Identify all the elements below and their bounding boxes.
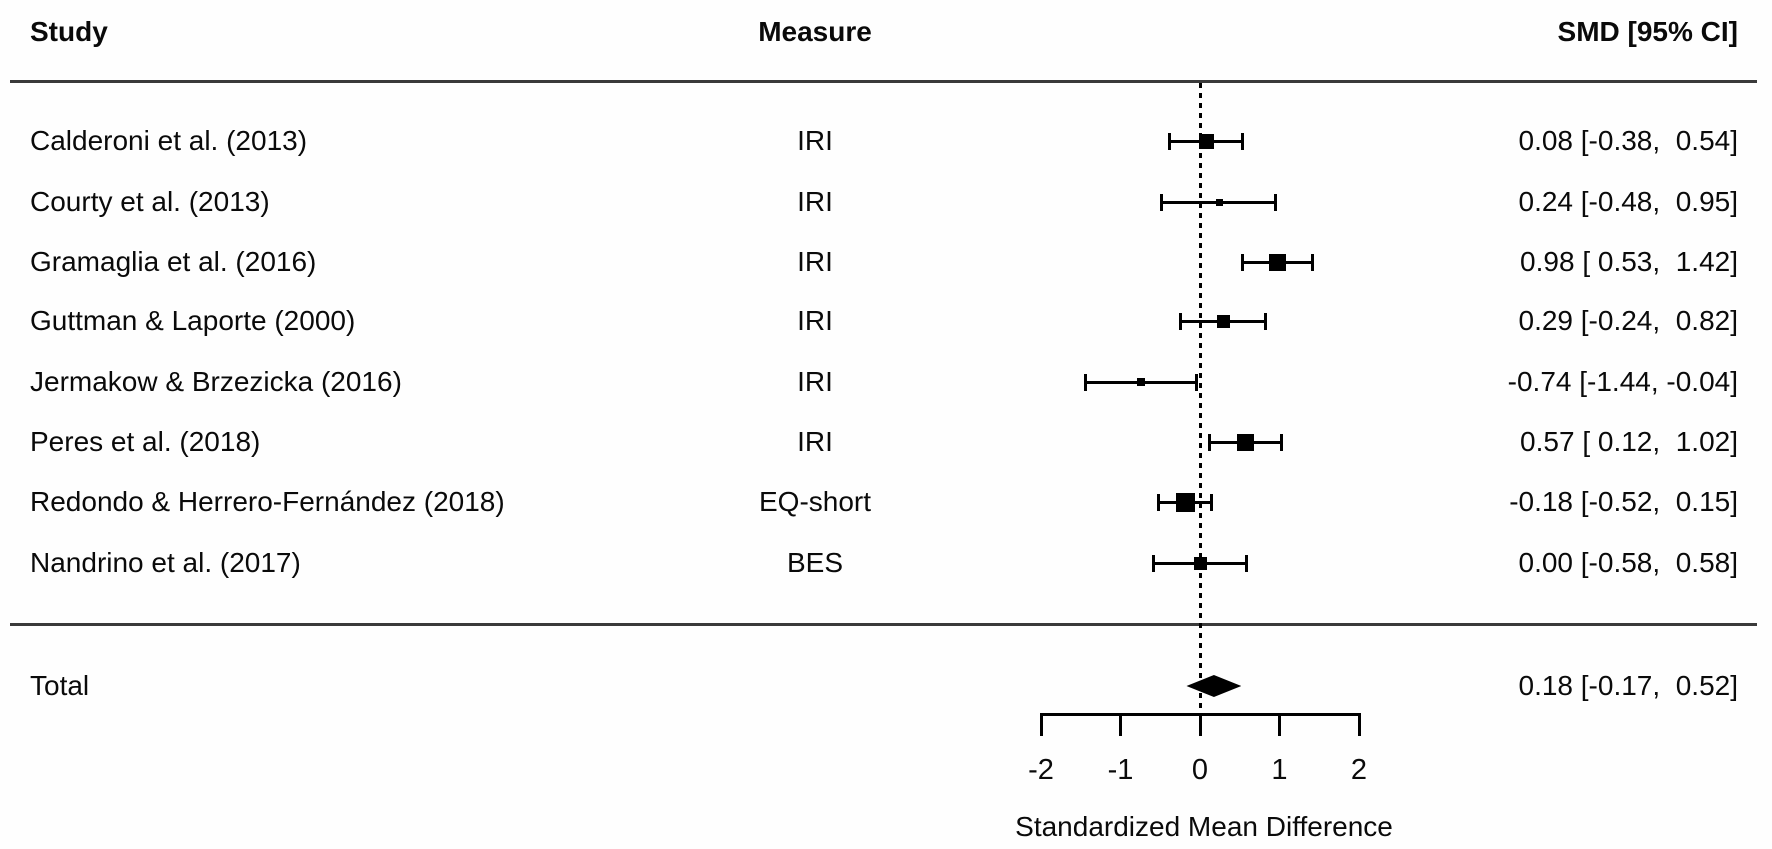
x-axis-tick-label: 2 <box>1350 754 1368 786</box>
study-smd-ci-value: 0.98 [ 0.53, 1.42] <box>1520 246 1738 277</box>
top-separator-line <box>10 80 1757 83</box>
total-summary-diamond <box>1186 675 1242 697</box>
study-name: Peres et al. (2018) <box>30 426 261 457</box>
study-name: Jermakow & Brzezicka (2016) <box>30 366 402 397</box>
effect-size-square <box>1236 433 1254 451</box>
ci-cap-high <box>1279 433 1283 451</box>
column-header-measure: Measure <box>758 16 872 47</box>
ci-cap-high <box>1195 373 1199 391</box>
x-axis-tick <box>1278 713 1281 736</box>
study-name: Calderoni et al. (2013) <box>30 125 308 156</box>
study-smd-ci-value: 0.08 [-0.38, 0.54] <box>1518 125 1739 156</box>
ci-cap-high <box>1210 493 1214 511</box>
ci-cap-low <box>1084 373 1088 391</box>
study-row: Peres et al. (2018) IRI 0.57 [ 0.12, 1.0… <box>0 426 1772 458</box>
effect-size-square <box>1137 378 1146 386</box>
study-smd-ci-value: 0.00 [-0.58, 0.58] <box>1518 547 1739 578</box>
x-axis-tick <box>1039 713 1043 736</box>
study-name: Gramaglia et al. (2016) <box>30 246 317 277</box>
study-row: Courty et al. (2013) IRI 0.24 [-0.48, 0.… <box>0 186 1772 218</box>
study-row: Nandrino et al. (2017) BES 0.00 [-0.58, … <box>0 547 1772 579</box>
study-smd-ci-value: -0.74 [-1.44, -0.04] <box>1507 366 1738 397</box>
study-smd-ci-value: -0.18 [-0.52, 0.15] <box>1509 486 1738 517</box>
study-smd-ci-value: 0.24 [-0.48, 0.95] <box>1518 186 1739 217</box>
study-measure: EQ-short <box>758 486 872 517</box>
study-name: Redondo & Herrero-Fernández (2018) <box>30 486 505 517</box>
effect-size-square <box>1216 314 1230 328</box>
effect-size-square <box>1193 556 1207 570</box>
effect-size-square <box>1176 492 1196 512</box>
x-axis-tick-label: -1 <box>1107 754 1134 786</box>
ci-cap-low <box>1179 312 1183 330</box>
study-measure: IRI <box>797 305 833 336</box>
ci-cap-high <box>1311 253 1315 271</box>
effect-size-square <box>1198 133 1214 149</box>
study-name: Nandrino et al. (2017) <box>30 547 301 578</box>
x-axis-tick <box>1119 713 1122 736</box>
total-value: 0.18 [-0.17, 0.52] <box>1518 670 1739 701</box>
ci-cap-high <box>1241 132 1245 150</box>
study-row: Gramaglia et al. (2016) IRI 0.98 [ 0.53,… <box>0 246 1772 278</box>
zero-reference-dotted-line <box>1198 83 1202 713</box>
column-header-smd: SMD [95% CI] <box>1557 16 1738 47</box>
study-measure: IRI <box>797 125 833 156</box>
ci-cap-low <box>1240 253 1244 271</box>
x-axis-title: Standardized Mean Difference <box>1015 811 1393 842</box>
study-row: Calderoni et al. (2013) IRI 0.08 [-0.38,… <box>0 125 1772 157</box>
study-measure: IRI <box>797 186 833 217</box>
ci-cap-low <box>1152 554 1156 572</box>
study-measure: IRI <box>797 366 833 397</box>
effect-size-square <box>1269 253 1287 271</box>
x-axis-tick-label: 1 <box>1271 754 1288 786</box>
x-axis-tick <box>1198 713 1202 736</box>
study-row: Jermakow & Brzezicka (2016) IRI -0.74 [-… <box>0 366 1772 398</box>
x-axis-tick-label: 0 <box>1191 754 1209 786</box>
study-smd-ci-value: 0.29 [-0.24, 0.82] <box>1518 305 1739 336</box>
study-name: Guttman & Laporte (2000) <box>30 305 356 336</box>
ci-cap-low <box>1208 433 1212 451</box>
study-row: Redondo & Herrero-Fernández (2018) EQ-sh… <box>0 486 1772 518</box>
ci-cap-high <box>1274 193 1278 211</box>
total-label: Total <box>30 670 90 701</box>
total-row: Total 0.18 [-0.17, 0.52] <box>0 670 1772 702</box>
effect-size-square <box>1215 198 1223 206</box>
ci-cap-low <box>1157 493 1161 511</box>
ci-cap-high <box>1244 554 1248 572</box>
bottom-separator-line <box>10 623 1757 626</box>
ci-cap-low <box>1168 132 1172 150</box>
x-axis-tick <box>1357 713 1361 736</box>
x-axis-tick-label: -2 <box>1028 754 1054 786</box>
ci-cap-high <box>1263 312 1267 330</box>
study-measure: IRI <box>797 246 833 277</box>
study-measure: BES <box>786 547 844 578</box>
study-smd-ci-value: 0.57 [ 0.12, 1.02] <box>1520 426 1738 457</box>
study-name: Courty et al. (2013) <box>30 186 270 217</box>
study-measure: IRI <box>797 426 833 457</box>
study-row: Guttman & Laporte (2000) IRI 0.29 [-0.24… <box>0 305 1772 337</box>
column-header-study: Study <box>30 16 108 47</box>
ci-cap-low <box>1160 193 1164 211</box>
